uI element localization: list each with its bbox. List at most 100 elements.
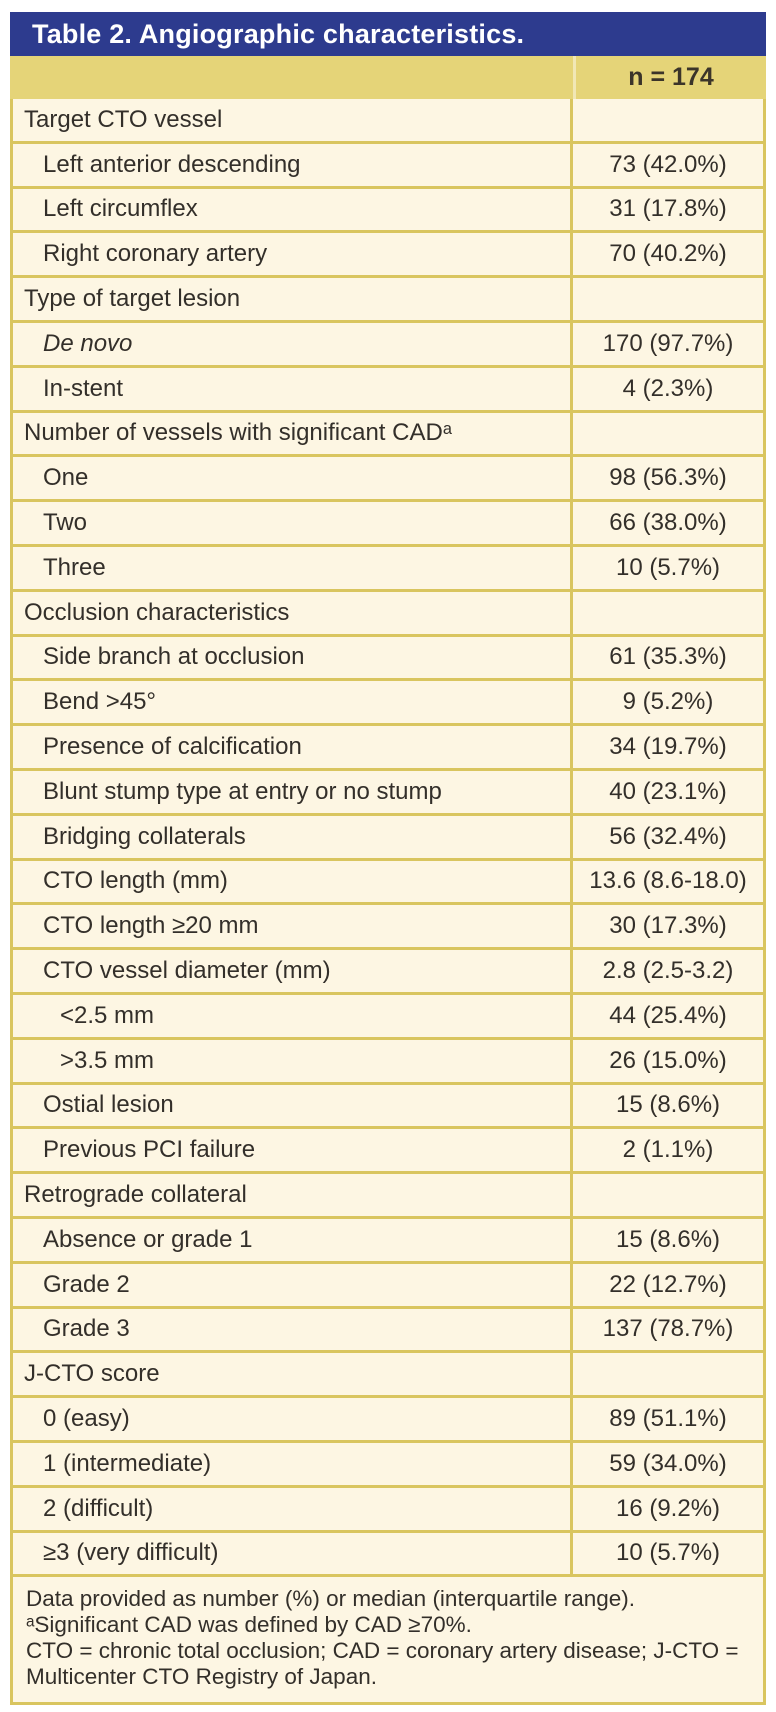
table-row: Occlusion characteristics (13, 591, 763, 637)
row-label: Bridging collaterals (43, 822, 246, 850)
row-value: 15 (8.6%) (570, 1084, 763, 1127)
row-label: Retrograde collateral (24, 1181, 247, 1209)
table-row: De novo 170 (97.7%) (13, 322, 763, 368)
table-row: J-CTO score (13, 1353, 763, 1399)
table-row: Type of target lesion (13, 278, 763, 323)
row-value: 66 (38.0%) (570, 502, 763, 544)
n-column-header: n = 174 (573, 56, 766, 99)
row-label: Occlusion characteristics (24, 598, 290, 626)
table-row: Retrograde collateral (13, 1174, 763, 1219)
row-value (570, 1353, 763, 1396)
row-value: 98 (56.3%) (570, 457, 763, 500)
table-row: 0 (easy) 89 (51.1%) (13, 1398, 763, 1443)
row-label: Ostial lesion (43, 1091, 174, 1119)
table-row: CTO length (mm) 13.6 (8.6-18.0) (13, 860, 763, 906)
table-row: Three 10 (5.7%) (13, 546, 763, 592)
row-value: 2.8 (2.5-3.2) (570, 950, 763, 992)
row-value: 34 (19.7%) (570, 726, 763, 768)
row-value: 31 (17.8%) (570, 188, 763, 231)
row-value: 56 (32.4%) (570, 815, 763, 858)
footnote: ᵃSignificant CAD was defined by CAD ≥70%… (26, 1612, 472, 1638)
table-row: Left anterior descending 73 (42.0%) (13, 143, 763, 189)
row-value: 15 (8.6%) (570, 1218, 763, 1261)
column-header-row: n = 174 (10, 56, 766, 99)
table-row: Number of vessels with significant CADᵃ (13, 412, 763, 458)
row-label: Left circumflex (43, 195, 198, 223)
row-value: 170 (97.7%) (570, 322, 763, 365)
row-label: Bend >45° (43, 688, 157, 716)
table-row: CTO vessel diameter (mm) 2.8 (2.5-3.2) (13, 950, 763, 995)
row-value (570, 591, 763, 634)
row-label: Previous PCI failure (43, 1136, 256, 1164)
row-value: 9 (5.2%) (570, 681, 763, 724)
row-label: One (43, 464, 89, 492)
row-value (570, 278, 763, 320)
row-value (570, 99, 763, 141)
table-row: Previous PCI failure 2 (1.1%) (13, 1129, 763, 1175)
row-label: >3.5 mm (60, 1046, 155, 1074)
table-row: 1 (intermediate) 59 (34.0%) (13, 1442, 763, 1488)
row-value: 16 (9.2%) (570, 1487, 763, 1530)
row-label: 1 (intermediate) (43, 1449, 212, 1477)
row-label: Side branch at occlusion (43, 643, 305, 671)
table-row: Two 66 (38.0%) (13, 502, 763, 547)
footnote: Data provided as number (%) or median (i… (26, 1586, 636, 1612)
table-row: Left circumflex 31 (17.8%) (13, 188, 763, 234)
row-value: 44 (25.4%) (570, 994, 763, 1037)
row-value: 61 (35.3%) (570, 636, 763, 679)
row-value: 4 (2.3%) (570, 367, 763, 410)
row-label: Number of vessels with significant CADᵃ (24, 419, 452, 447)
table-row: Bend >45° 9 (5.2%) (13, 681, 763, 727)
row-label: J-CTO score (24, 1360, 160, 1388)
table-row: Target CTO vessel (13, 99, 763, 144)
row-label: De novo (43, 329, 133, 357)
row-label: Type of target lesion (24, 285, 241, 313)
row-value: 13.6 (8.6-18.0) (570, 860, 763, 903)
row-value: 59 (34.0%) (570, 1442, 763, 1485)
row-value: 22 (12.7%) (570, 1263, 763, 1306)
table-rows: Target CTO vessel Left anterior descendin… (10, 99, 766, 1578)
row-value (570, 1174, 763, 1216)
table-row: Presence of calcification 34 (19.7%) (13, 726, 763, 771)
row-value: 10 (5.7%) (570, 1532, 763, 1575)
table-row: 2 (difficult) 16 (9.2%) (13, 1487, 763, 1533)
table-row: <2.5 mm 44 (25.4%) (13, 994, 763, 1040)
row-value: 10 (5.7%) (570, 546, 763, 589)
row-label: Three (43, 553, 106, 581)
row-label: 2 (difficult) (43, 1494, 154, 1522)
table-row: In-stent 4 (2.3%) (13, 367, 763, 413)
table-title: Table 2. Angiographic characteristics. (10, 12, 766, 56)
table-row: Bridging collaterals 56 (32.4%) (13, 815, 763, 861)
angiographic-table: Table 2. Angiographic characteristics. n… (10, 12, 766, 1706)
row-label: Absence or grade 1 (43, 1225, 253, 1253)
row-label: Grade 3 (43, 1315, 130, 1343)
row-label: Blunt stump type at entry or no stump (43, 777, 442, 805)
row-label: Two (43, 509, 88, 537)
row-label: Left anterior descending (43, 150, 301, 178)
table-row: Blunt stump type at entry or no stump 40 … (13, 770, 763, 816)
row-label: Right coronary artery (43, 240, 268, 268)
row-value: 30 (17.3%) (570, 905, 763, 948)
row-label: Target CTO vessel (24, 105, 223, 133)
table-row: >3.5 mm 26 (15.0%) (13, 1039, 763, 1085)
row-label: Grade 2 (43, 1270, 130, 1298)
row-value (570, 412, 763, 455)
table-footnotes: Data provided as number (%) or median (i… (10, 1577, 766, 1706)
table-row: CTO length ≥20 mm 30 (17.3%) (13, 905, 763, 951)
row-label: In-stent (43, 374, 124, 402)
table-row: Grade 2 22 (12.7%) (13, 1263, 763, 1309)
row-value: 89 (51.1%) (570, 1398, 763, 1440)
row-value: 70 (40.2%) (570, 233, 763, 276)
table-row: Ostial lesion 15 (8.6%) (13, 1084, 763, 1130)
footnote: CTO = chronic total occlusion; CAD = cor… (26, 1638, 739, 1690)
table-row: Grade 3 137 (78.7%) (13, 1308, 763, 1354)
row-label: CTO length (mm) (43, 867, 228, 895)
column-header-spacer (10, 56, 573, 99)
row-value: 73 (42.0%) (570, 143, 763, 186)
row-label: Presence of calcification (43, 733, 302, 761)
table-row: One 98 (56.3%) (13, 457, 763, 503)
row-value: 2 (1.1%) (570, 1129, 763, 1172)
row-label: CTO length ≥20 mm (43, 912, 259, 940)
row-label: CTO vessel diameter (mm) (43, 957, 331, 985)
row-value: 26 (15.0%) (570, 1039, 763, 1082)
